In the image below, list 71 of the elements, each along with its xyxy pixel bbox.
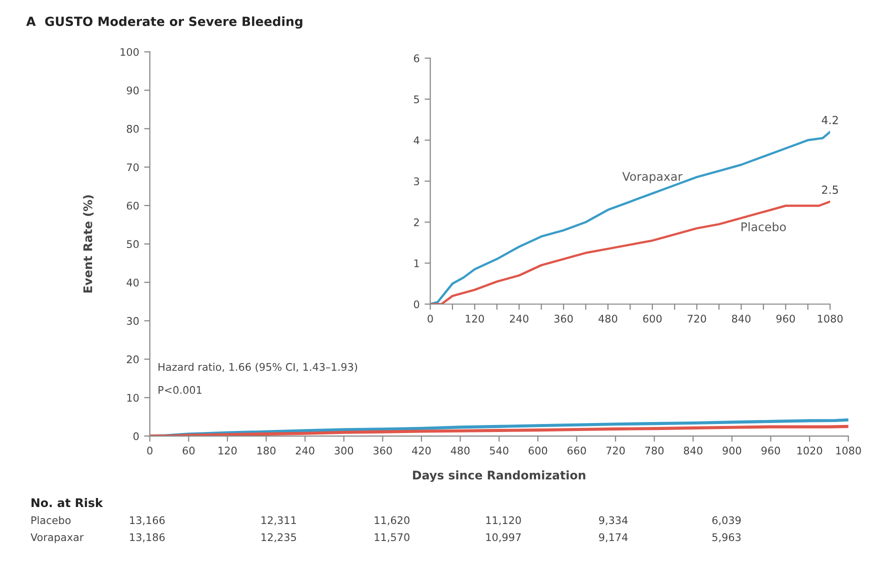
text: 13,166 bbox=[130, 516, 165, 526]
y-tick-label: 5 bbox=[414, 96, 419, 104]
text: 11,120 bbox=[486, 516, 521, 526]
y-tick-label: 4 bbox=[414, 136, 420, 144]
y-tick-label: 100 bbox=[120, 48, 139, 56]
x-tick-label: 120 bbox=[218, 446, 237, 455]
y-tick-label: 3 bbox=[414, 177, 420, 186]
y-tick-label: 50 bbox=[126, 240, 139, 248]
text: Vorapaxar bbox=[30, 533, 84, 544]
text: 13,186 bbox=[130, 533, 165, 542]
x-tick-label: 60 bbox=[182, 446, 195, 455]
y-tick-label: 80 bbox=[126, 124, 139, 133]
y-tick-label: 90 bbox=[126, 86, 139, 94]
text: 11,570 bbox=[374, 533, 410, 542]
x-tick-label: 480 bbox=[450, 446, 470, 455]
y-tick-label: 6 bbox=[414, 54, 420, 62]
annotation: 4.2 bbox=[822, 116, 838, 124]
x-tick-label: 120 bbox=[466, 314, 484, 323]
x-tick-label: 600 bbox=[528, 446, 548, 455]
chart-title: A GUSTO Moderate or Severe Bleeding bbox=[26, 16, 302, 29]
annotation: P<0.001 bbox=[158, 386, 202, 394]
x-tick-label: 420 bbox=[412, 446, 431, 455]
x-tick-label: 960 bbox=[776, 314, 795, 323]
x-tick-label: 180 bbox=[257, 446, 276, 455]
x-tick-label: 540 bbox=[490, 446, 508, 455]
x-tick-label: 360 bbox=[374, 446, 392, 455]
annotation: 2.5 bbox=[822, 186, 838, 194]
y-axis-title: Event Rate (%) bbox=[83, 195, 94, 293]
x-tick-label: 720 bbox=[688, 314, 706, 323]
x-tick-label: 840 bbox=[732, 314, 750, 323]
x-tick-label: 1080 bbox=[836, 446, 861, 455]
text: No. at Risk bbox=[32, 498, 104, 508]
text: 12,311 bbox=[262, 516, 296, 526]
x-tick-label: 300 bbox=[334, 446, 354, 455]
y-tick-label: 20 bbox=[126, 355, 139, 364]
x-tick-label: 240 bbox=[296, 446, 314, 455]
text: 5,963 bbox=[712, 533, 741, 542]
x-tick-label: 660 bbox=[567, 446, 586, 455]
y-tick-label: 2 bbox=[414, 218, 419, 226]
y-tick-label: 10 bbox=[127, 394, 139, 402]
x-tick-label: 840 bbox=[684, 446, 702, 455]
y-tick-label: 0 bbox=[414, 300, 420, 308]
text: Placebo bbox=[32, 516, 71, 524]
x-tick-label: 900 bbox=[722, 446, 742, 455]
x-tick-label: 600 bbox=[643, 314, 662, 323]
x-tick-label: 960 bbox=[761, 446, 780, 455]
x-tick-label: 480 bbox=[598, 314, 618, 323]
y-tick-label: 40 bbox=[126, 278, 139, 286]
y-tick-label: 0 bbox=[133, 432, 139, 440]
y-tick-label: 70 bbox=[126, 163, 139, 172]
x-tick-label: 1020 bbox=[797, 446, 822, 455]
text: 6,039 bbox=[712, 516, 741, 526]
x-tick-label: 1080 bbox=[818, 314, 843, 323]
x-tick-label: 780 bbox=[645, 446, 664, 455]
y-tick-label: 30 bbox=[126, 317, 139, 325]
text: 9,334 bbox=[599, 516, 628, 526]
text: 10,997 bbox=[486, 533, 521, 542]
annotation: Hazard ratio, 1.66 (95% CI, 1.43–1.93) bbox=[158, 362, 358, 372]
x-tick-label: 0 bbox=[428, 314, 433, 323]
text: 9,174 bbox=[599, 533, 628, 542]
x-tick-label: 360 bbox=[554, 314, 573, 323]
y-tick-label: 1 bbox=[414, 260, 419, 268]
x-axis-title: Days since Randomization bbox=[413, 470, 586, 482]
y-tick-label: 60 bbox=[126, 202, 139, 210]
series-label: Placebo bbox=[742, 222, 786, 232]
x-tick-label: 720 bbox=[606, 446, 625, 455]
text: 12,235 bbox=[262, 533, 296, 542]
series-label: Vorapaxar bbox=[622, 172, 683, 184]
x-tick-label: 240 bbox=[510, 314, 528, 323]
x-tick-label: 0 bbox=[147, 446, 152, 455]
text: 11,620 bbox=[374, 516, 410, 526]
